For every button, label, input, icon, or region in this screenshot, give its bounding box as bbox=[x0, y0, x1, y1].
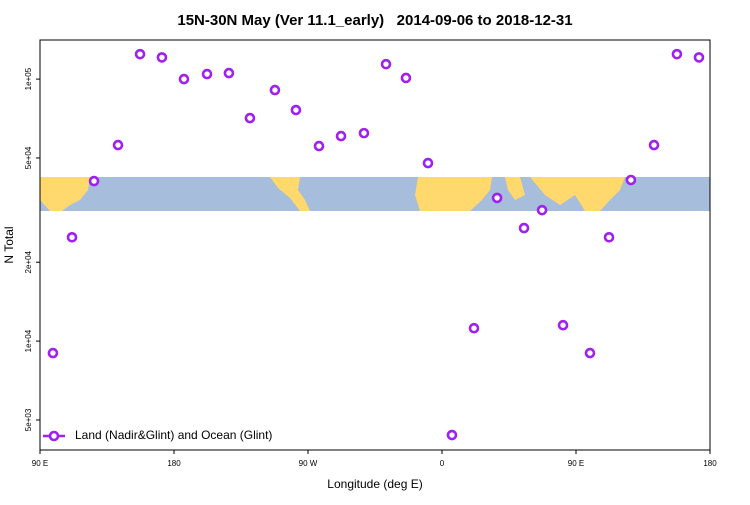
chart-title: 15N-30N May (Ver 11.1_early) 2014-09-06 … bbox=[177, 12, 572, 29]
data-point bbox=[156, 52, 168, 63]
x-tick-label: 0 bbox=[440, 459, 445, 468]
x-tick-label: 90 E bbox=[568, 459, 584, 468]
data-point bbox=[66, 231, 78, 243]
data-point bbox=[269, 84, 281, 96]
y-tick-label: 1e+04 bbox=[24, 329, 33, 352]
map-strip bbox=[40, 177, 710, 211]
x-tick-label: 180 bbox=[167, 459, 181, 468]
data-point bbox=[178, 73, 190, 85]
x-tick-label: 180 bbox=[703, 459, 717, 468]
x-tick-label: 90 W bbox=[299, 459, 318, 468]
y-tick-label: 2e+04 bbox=[24, 250, 33, 273]
data-point bbox=[244, 112, 256, 124]
data-point bbox=[47, 347, 59, 359]
data-point bbox=[422, 157, 434, 169]
data-point bbox=[134, 48, 146, 60]
data-point bbox=[446, 429, 458, 441]
legend: Land (Nadir&Glint) and Ocean (Glint) bbox=[43, 428, 272, 442]
data-point bbox=[518, 222, 530, 234]
data-point bbox=[625, 174, 637, 186]
y-tick-label: 1e+05 bbox=[24, 67, 33, 90]
data-point bbox=[201, 68, 213, 80]
x-tick-label: 90 E bbox=[32, 459, 48, 468]
data-point bbox=[380, 58, 392, 70]
data-point bbox=[584, 347, 596, 359]
y-axis-label: N Total bbox=[2, 226, 16, 263]
plot-frame bbox=[39, 39, 711, 451]
data-point bbox=[491, 192, 503, 204]
legend-marker bbox=[48, 430, 60, 442]
data-point bbox=[671, 48, 683, 60]
data-point bbox=[468, 322, 480, 334]
data-point bbox=[603, 231, 615, 243]
data-point bbox=[648, 139, 660, 151]
data-point bbox=[693, 52, 705, 63]
data-point bbox=[290, 104, 302, 116]
y-tick-label: 5e+03 bbox=[24, 408, 33, 431]
x-axis-label: Longitude (deg E) bbox=[327, 477, 422, 491]
data-point bbox=[88, 175, 100, 187]
data-point bbox=[112, 139, 124, 151]
data-point bbox=[223, 67, 235, 79]
data-point bbox=[400, 72, 412, 84]
data-point bbox=[557, 319, 569, 331]
data-point bbox=[358, 127, 370, 139]
data-point bbox=[313, 140, 325, 152]
legend-label: Land (Nadir&Glint) and Ocean (Glint) bbox=[75, 428, 272, 442]
data-point bbox=[335, 130, 347, 142]
data-point bbox=[536, 204, 548, 216]
y-tick-label: 5e+04 bbox=[24, 146, 33, 169]
